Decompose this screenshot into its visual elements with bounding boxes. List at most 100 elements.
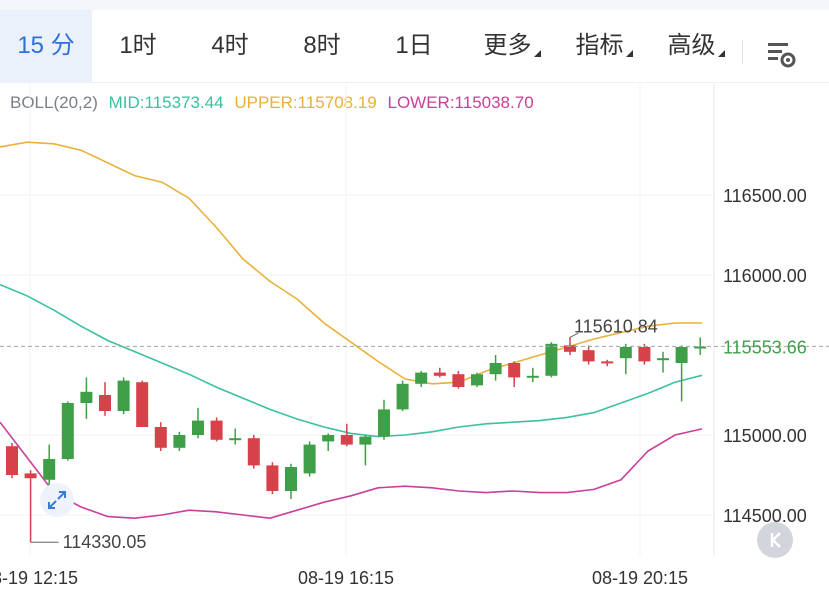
tab-advanced-label: 高级	[667, 32, 716, 59]
candle	[378, 399, 390, 440]
candle-body	[545, 343, 558, 376]
candle-body	[619, 347, 632, 359]
x-tick-label: 08-19 16:15	[298, 568, 394, 588]
x-tick-label: 08-19 12:15	[0, 568, 78, 588]
candle-body	[452, 374, 465, 387]
candle-body	[43, 459, 56, 480]
candle	[117, 377, 130, 415]
candles	[6, 337, 707, 543]
expand-button[interactable]	[40, 483, 74, 517]
boll-indicator-legend: BOLL(20,2) MID:115373.44 UPPER:115708.19…	[10, 93, 540, 113]
chart-settings-button[interactable]	[760, 34, 800, 74]
tab-more[interactable]: 更多	[466, 10, 558, 82]
candle-body	[378, 409, 390, 437]
candle	[24, 470, 37, 543]
x-tick-label: 08-19 20:15	[592, 568, 688, 588]
candle	[545, 342, 558, 378]
tab-advanced[interactable]: 高级	[650, 10, 742, 82]
high-marker-label: 115610.84	[574, 316, 658, 336]
candle	[471, 372, 483, 387]
candle	[285, 463, 297, 499]
boll-lower-line	[0, 421, 703, 520]
tab-4h[interactable]: 4时	[211, 32, 249, 59]
candle-body	[694, 346, 707, 349]
candle-body	[526, 375, 539, 378]
boll-mid-line	[0, 283, 703, 438]
candle-body	[601, 361, 614, 364]
boll-mid-value: MID:115373.44	[108, 93, 224, 112]
candle	[619, 343, 632, 375]
candle	[192, 407, 204, 439]
expand-arrows-icon	[48, 491, 66, 509]
candle-body	[117, 380, 130, 411]
y-axis: 116500.00 116000.00 115000.00 114500.00	[723, 186, 807, 526]
tab-indicators[interactable]: 指标	[558, 10, 650, 82]
candle-body	[80, 391, 93, 403]
candle	[173, 431, 186, 451]
candle	[415, 371, 428, 387]
candle-body	[415, 372, 428, 384]
candle	[247, 435, 260, 469]
candle	[266, 462, 279, 495]
candle	[675, 345, 688, 402]
boll-upper-line	[0, 141, 702, 385]
candle-body	[582, 350, 595, 362]
candle-body	[173, 435, 186, 448]
candle	[80, 377, 93, 419]
candle	[322, 433, 335, 451]
timeframe-tab-bar: 15 分 1时 4时 8时 1日 更多 指标 高级	[0, 10, 829, 83]
low-marker-label: 114330.05	[63, 532, 147, 552]
candle	[61, 401, 74, 461]
candle-body	[564, 345, 576, 352]
chart-settings-icon	[768, 43, 796, 68]
tab-1d[interactable]: 1日	[395, 32, 433, 59]
candle-body	[285, 467, 297, 491]
x-axis: 08-19 12:15 08-19 16:15 08-19 20:15	[0, 568, 688, 588]
dropdown-caret-icon	[533, 50, 541, 57]
high-marker-line	[569, 332, 579, 338]
top-strip	[0, 0, 829, 10]
current-price-label: 115553.66	[723, 337, 807, 357]
y-tick-label: 116000.00	[723, 266, 807, 286]
candle-body	[99, 395, 111, 411]
candle-body	[396, 383, 409, 410]
boll-lower-value: LOWER:115038.70	[387, 93, 534, 112]
candle-body	[247, 438, 260, 466]
y-tick-label: 114500.00	[723, 506, 807, 526]
candle-body	[638, 347, 651, 362]
chart-overlays: 115553.66 115610.84 114330.05	[0, 316, 829, 552]
tab-8h[interactable]: 8时	[303, 32, 341, 59]
candle-body	[154, 427, 167, 448]
candle-body	[433, 372, 446, 376]
y-tick-label: 115000.00	[723, 426, 807, 446]
collapse-left-button[interactable]	[757, 522, 793, 558]
dropdown-caret-icon	[717, 50, 725, 57]
candle-body	[24, 473, 37, 479]
candle-body	[471, 374, 483, 386]
candle	[508, 361, 521, 387]
boll-name: BOLL(20,2)	[10, 93, 98, 112]
candle	[359, 435, 372, 466]
candle-body	[210, 420, 223, 440]
candle	[526, 367, 539, 383]
candle-body	[6, 446, 18, 475]
candle-body	[229, 438, 242, 441]
collapse-left-icon	[770, 532, 781, 548]
candle-body	[675, 347, 688, 363]
tab-15m[interactable]: 15 分	[0, 10, 92, 82]
boll-upper-value: UPPER:115708.19	[234, 93, 377, 112]
candle	[489, 355, 502, 381]
bollinger-bands	[0, 141, 703, 520]
candle-body	[340, 435, 353, 445]
candle	[99, 382, 111, 416]
candle-body	[303, 444, 316, 474]
tab-1h[interactable]: 1时	[119, 32, 157, 59]
tab-more-label: 更多	[483, 32, 532, 59]
candle	[340, 423, 353, 447]
candle	[638, 343, 651, 365]
candle	[303, 441, 316, 477]
tab-divider	[742, 40, 743, 64]
candle	[582, 345, 595, 365]
candle	[396, 380, 409, 411]
